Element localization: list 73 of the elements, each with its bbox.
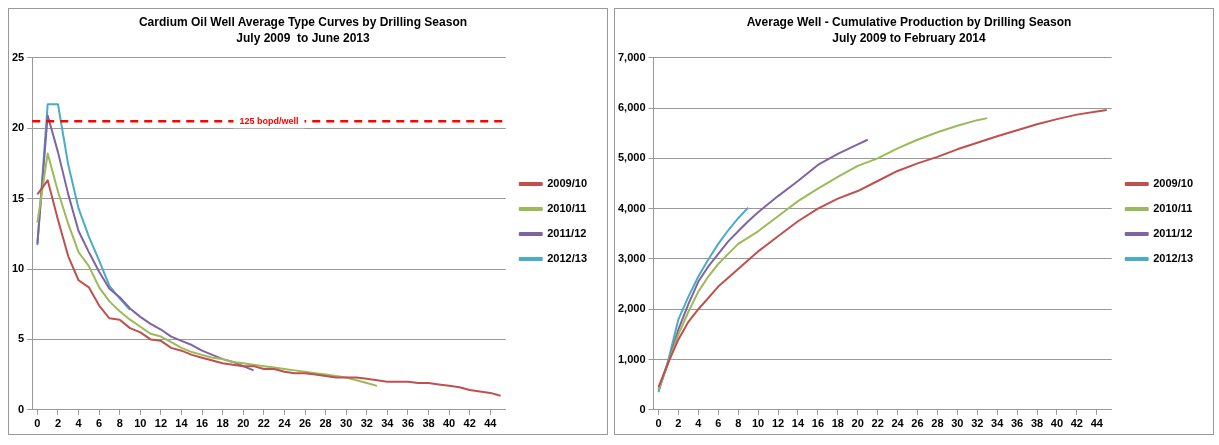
x-tick-label: 20: [851, 417, 864, 430]
x-tick-label: 22: [871, 417, 884, 430]
legend-label: 2010/11: [1153, 202, 1193, 215]
x-tick-label: 6: [715, 417, 722, 430]
x-tick-label: 32: [360, 417, 373, 430]
x-tick-label: 8: [116, 417, 123, 430]
x-tick-label: 16: [811, 417, 825, 430]
y-tick-label: 6,000: [618, 101, 646, 114]
y-tick-label: 25: [11, 50, 25, 63]
x-tick-label: 12: [154, 417, 168, 430]
x-tick-label: 22: [257, 417, 270, 430]
legend-label: 2011/12: [1153, 227, 1193, 240]
x-tick-label: 20: [237, 417, 250, 430]
x-tick-label: 26: [911, 417, 924, 430]
x-tick-label: 36: [1010, 417, 1024, 430]
x-tick-label: 42: [463, 417, 476, 430]
y-tick-label: 1,000: [618, 352, 646, 365]
x-tick-label: 18: [216, 417, 229, 430]
chart-subtitle: July 2009 to February 2014: [832, 30, 987, 45]
x-tick-label: 30: [951, 417, 964, 430]
x-tick-label: 38: [422, 417, 435, 430]
legend-label: 2012/13: [1153, 252, 1193, 265]
legend-label: 2012/13: [547, 252, 587, 265]
x-tick-label: 14: [175, 417, 189, 430]
x-tick-label: 12: [771, 417, 785, 430]
x-tick-label: 36: [401, 417, 415, 430]
x-tick-label: 6: [96, 417, 103, 430]
y-tick-label: 0: [18, 402, 25, 415]
x-tick-label: 34: [991, 417, 1005, 430]
x-tick-label: 2: [675, 417, 682, 430]
x-tick-label: 10: [751, 417, 765, 430]
x-tick-label: 42: [1070, 417, 1083, 430]
x-tick-label: 4: [75, 417, 83, 430]
x-tick-label: 28: [319, 417, 332, 430]
x-tick-label: 44: [1090, 417, 1104, 430]
x-tick-label: 34: [381, 417, 395, 430]
y-tick-label: 2,000: [618, 302, 646, 315]
chart-subtitle: July 2009 to June 2013: [236, 30, 371, 45]
legend-label: 2009/10: [547, 177, 587, 190]
y-tick-label: 15: [11, 191, 25, 204]
legend-label: 2011/12: [547, 227, 587, 240]
x-tick-label: 0: [655, 417, 662, 430]
y-tick-label: 5: [18, 332, 25, 345]
legend-label: 2010/11: [547, 202, 587, 215]
y-tick-label: 4,000: [618, 201, 646, 214]
x-tick-label: 18: [831, 417, 844, 430]
x-tick-label: 40: [1050, 417, 1064, 430]
x-tick-label: 32: [971, 417, 984, 430]
legend-label: 2009/10: [1153, 177, 1193, 190]
chart-title: Average Well - Cumulative Production by Drilling Season: [746, 14, 1072, 29]
y-tick-label: 0: [639, 402, 646, 415]
y-tick-label: 20: [11, 121, 25, 134]
x-tick-label: 10: [134, 417, 147, 430]
x-tick-label: 40: [443, 417, 456, 430]
x-tick-label: 28: [931, 417, 944, 430]
x-tick-label: 26: [298, 417, 312, 430]
x-tick-label: 24: [891, 417, 905, 430]
x-tick-label: 38: [1030, 417, 1044, 430]
x-tick-label: 24: [278, 417, 292, 430]
ref-line-label: 125 bopd/well: [239, 115, 299, 126]
x-tick-label: 44: [484, 417, 498, 430]
y-tick-label: 10: [11, 262, 25, 275]
x-tick-label: 8: [735, 417, 742, 430]
chart-title: Cardium Oil Well Average Type Curves by Drilling Season: [138, 14, 468, 29]
y-tick-label: 5,000: [618, 151, 646, 164]
x-tick-label: 0: [34, 417, 41, 430]
x-tick-label: 14: [791, 417, 805, 430]
x-tick-label: 30: [340, 417, 353, 430]
x-tick-label: 16: [195, 417, 209, 430]
x-tick-label: 2: [54, 417, 62, 430]
y-tick-label: 3,000: [618, 251, 646, 264]
x-tick-label: 4: [695, 417, 703, 430]
y-tick-label: 7,000: [618, 50, 646, 63]
